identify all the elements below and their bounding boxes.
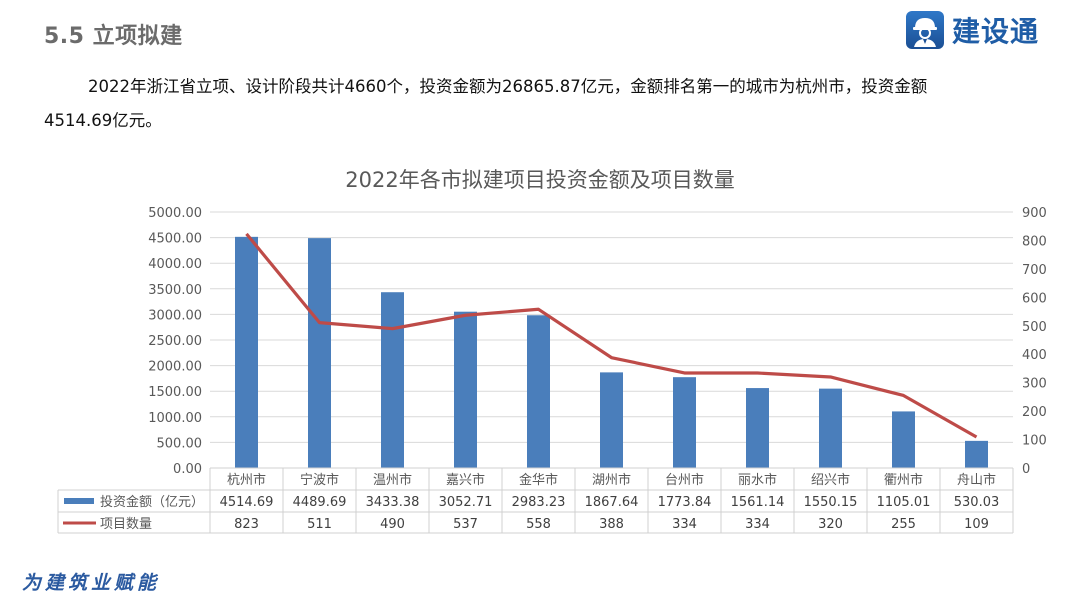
category-label: 湖州市 [592, 472, 631, 488]
left-axis-tick: 2500.00 [148, 334, 202, 349]
chart-title: 2022年各市拟建项目投资金额及项目数量 [345, 168, 735, 192]
right-axis-tick: 100 [1022, 434, 1047, 449]
left-axis-tick: 5000.00 [148, 206, 202, 221]
table-cell-count: 109 [964, 517, 989, 532]
table-cell-count: 823 [234, 517, 259, 532]
table-cell-investment: 2983.23 [512, 495, 566, 510]
left-axis-tick: 1000.00 [148, 411, 202, 426]
left-axis-tick: 3000.00 [148, 308, 202, 323]
category-label: 舟山市 [957, 472, 996, 488]
category-label: 丽水市 [738, 472, 777, 488]
right-axis-tick: 300 [1022, 377, 1047, 392]
category-label: 台州市 [665, 472, 704, 488]
bar[interactable] [819, 388, 842, 468]
table-cell-investment: 1105.01 [877, 495, 931, 510]
summary-line-2: 4514.69亿元。 [44, 111, 162, 130]
category-label: 温州市 [373, 472, 412, 488]
section-title: 5.5 立项拟建 [44, 24, 183, 49]
summary-paragraph: 2022年浙江省立项、设计阶段共计4660个，投资金额为26865.87亿元，金… [44, 70, 1044, 138]
legend-label-investment: 投资金额（亿元） [100, 494, 204, 510]
category-label: 绍兴市 [811, 472, 850, 488]
category-label: 杭州市 [227, 472, 266, 488]
bar[interactable] [673, 377, 696, 468]
bar[interactable] [454, 311, 477, 468]
table-cell-investment: 1561.14 [731, 495, 785, 510]
bar[interactable] [235, 236, 258, 468]
table-cell-count: 334 [745, 517, 770, 532]
logo-text: 建设通 [952, 15, 1040, 48]
logo: 建设通 [906, 10, 1039, 50]
left-axis-tick: 4500.00 [148, 232, 202, 247]
table-cell-count: 320 [818, 517, 843, 532]
left-axis-tick: 1500.00 [148, 385, 202, 400]
table-cell-investment: 4489.69 [293, 495, 347, 510]
right-axis-tick: 0 [1022, 462, 1030, 477]
right-axis-tick: 400 [1022, 348, 1047, 363]
bar[interactable] [892, 411, 915, 468]
table-cell-investment: 3052.71 [439, 495, 493, 510]
bar[interactable] [527, 315, 550, 468]
bar[interactable] [965, 440, 988, 468]
legend-label-count: 项目数量 [100, 517, 152, 532]
left-axis-tick: 3500.00 [148, 283, 202, 298]
table-cell-count: 490 [380, 517, 405, 532]
table-cell-investment: 530.03 [954, 495, 1000, 510]
summary-line-1: 2022年浙江省立项、设计阶段共计4660个，投资金额为26865.87亿元，金… [88, 77, 928, 96]
table-cell-investment: 4514.69 [220, 495, 274, 510]
table-cell-investment: 1867.64 [585, 495, 639, 510]
table-cell-count: 255 [891, 517, 916, 532]
right-axis-tick: 600 [1022, 291, 1047, 306]
table-cell-count: 334 [672, 517, 697, 532]
category-label: 衢州市 [884, 472, 923, 488]
footer-slogan: 为建筑业赋能 [22, 572, 161, 594]
table-cell-investment: 3433.38 [366, 495, 420, 510]
line-series[interactable] [245, 232, 978, 439]
right-axis-tick: 900 [1022, 206, 1047, 221]
table-cell-count: 558 [526, 517, 551, 532]
table-cell-investment: 1773.84 [658, 495, 712, 510]
category-label: 金华市 [519, 472, 558, 488]
bar[interactable] [308, 238, 331, 468]
worker-helmet-icon [906, 11, 944, 49]
left-axis-tick: 4000.00 [148, 257, 202, 272]
table-cell-investment: 1550.15 [804, 495, 858, 510]
right-axis-tick: 800 [1022, 234, 1047, 249]
bar[interactable] [746, 388, 769, 468]
table-cell-count: 388 [599, 517, 624, 532]
left-axis-tick: 0.00 [173, 462, 202, 477]
table-cell-count: 511 [307, 517, 332, 532]
table-cell-count: 537 [453, 517, 478, 532]
left-axis-tick: 500.00 [157, 436, 203, 451]
category-label: 宁波市 [300, 472, 339, 488]
right-axis-tick: 700 [1022, 263, 1047, 278]
bar[interactable] [600, 372, 623, 468]
category-label: 嘉兴市 [446, 472, 485, 488]
legend-bar-swatch [64, 498, 94, 504]
bar[interactable] [381, 292, 404, 468]
right-axis-tick: 500 [1022, 320, 1047, 335]
right-axis-tick: 200 [1022, 405, 1047, 420]
left-axis-tick: 2000.00 [148, 360, 202, 375]
